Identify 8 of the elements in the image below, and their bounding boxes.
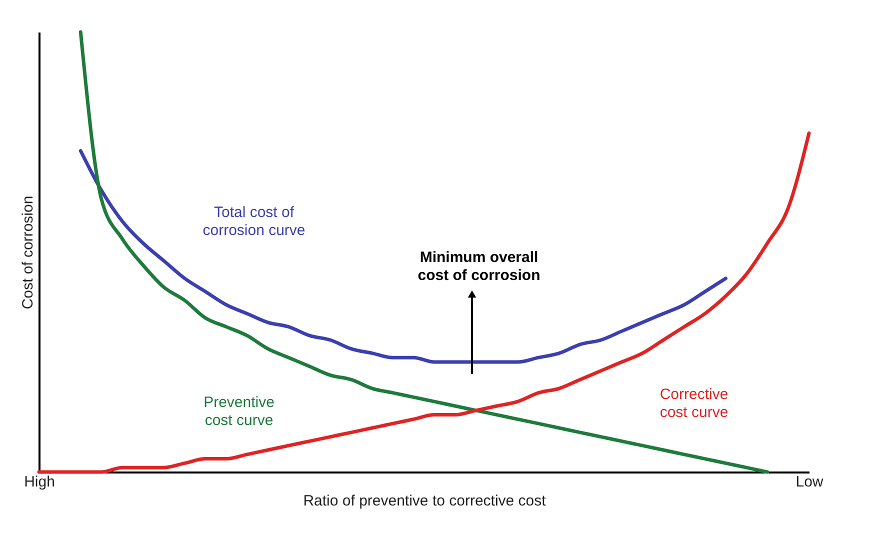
x-tick-label: High bbox=[24, 474, 55, 490]
text: Corrective cost curve bbox=[660, 386, 728, 421]
text: Preventive cost curve bbox=[204, 394, 274, 429]
annotation: Minimum overall cost of corrosion bbox=[418, 249, 540, 284]
x-tick-label: Low bbox=[796, 474, 824, 490]
text: Total cost of corrosion curve bbox=[202, 204, 306, 239]
x-axis-title: Ratio of preventive to corrective cost bbox=[303, 492, 547, 510]
y-axis-title: Cost of corrosion bbox=[20, 196, 36, 310]
